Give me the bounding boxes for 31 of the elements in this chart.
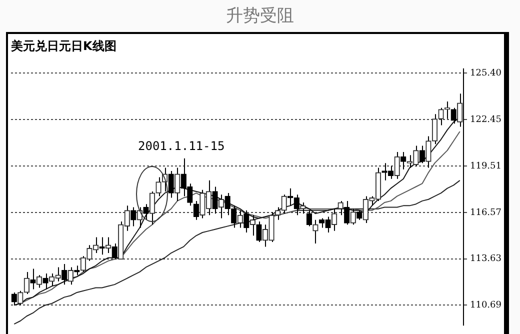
- candlestick: [438, 107, 444, 126]
- candlestick: [168, 170, 174, 198]
- chart-subtitle: 美元兑日元日K线图: [11, 38, 116, 55]
- candlestick: [450, 107, 456, 124]
- candlestick: [143, 204, 149, 220]
- chart-title: 升势受阻: [225, 5, 295, 27]
- candlestick: [62, 264, 68, 286]
- y-tick-label: 110.69: [470, 300, 502, 311]
- candlestick: [130, 206, 136, 227]
- candlestick: [356, 210, 362, 220]
- candlestick: [112, 243, 118, 260]
- y-tick-label: 119.51: [470, 161, 502, 172]
- candlestick: [99, 236, 105, 256]
- candlestick: [419, 145, 426, 164]
- candlestick: [256, 220, 262, 242]
- candlestick: [42, 273, 48, 290]
- y-tick-label: 125.40: [470, 68, 502, 78]
- candlestick: [30, 268, 36, 290]
- annotation: 2001.1.11-15: [138, 139, 225, 153]
- candlestick: [11, 292, 17, 306]
- candlestick: [156, 176, 162, 197]
- y-tick-label: 113.63: [470, 254, 502, 264]
- candlestick: [432, 114, 438, 145]
- candlestick: [212, 186, 218, 214]
- y-tick-label: 122.45: [470, 115, 502, 126]
- candlestick: [306, 210, 312, 227]
- candlestick: [400, 152, 406, 170]
- y-tick-label: 116.57: [470, 208, 502, 218]
- candlestick: [193, 200, 200, 220]
- candlestick: [344, 200, 350, 226]
- candlestick: [244, 210, 250, 234]
